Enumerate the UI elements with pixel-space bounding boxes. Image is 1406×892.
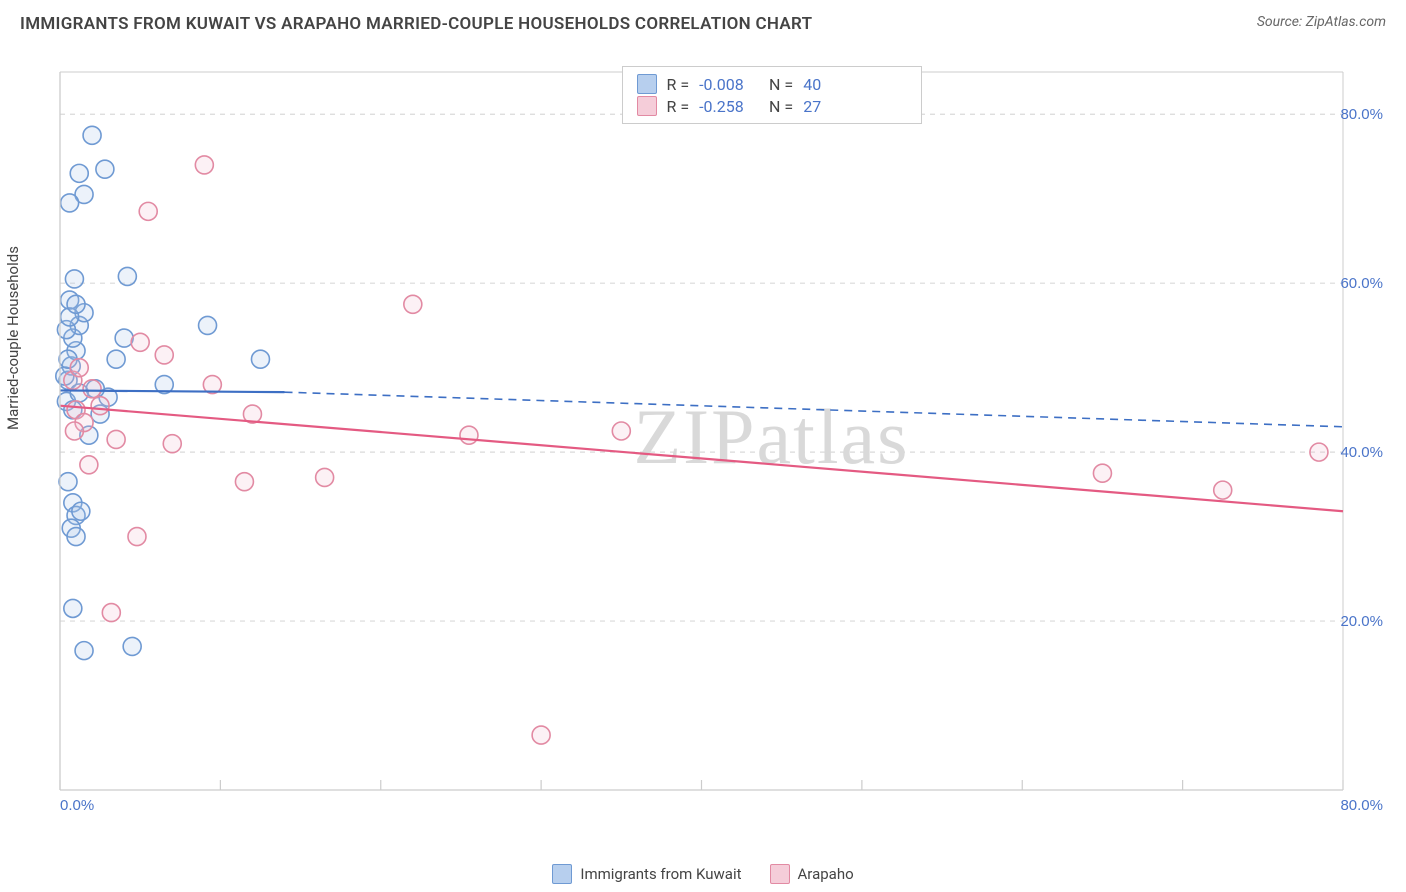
svg-text:0.0%: 0.0% (60, 797, 94, 810)
scatter-chart-svg: 20.0% 40.0% 60.0% 80.0% ZIPatlas 0.0% 80.0% R =… (48, 50, 1388, 810)
svg-text:80.0%: 80.0% (1340, 797, 1383, 810)
stat-n-value: 40 (803, 75, 855, 94)
bottom-legend: Immigrants from Kuwait Arapaho (0, 864, 1406, 884)
legend-swatch-icon (770, 864, 790, 884)
correlation-stats-box: R = -0.008 N = 40R = -0.258 N = 27 (622, 66, 922, 124)
stats-row: R = -0.258 N = 27 (637, 95, 907, 117)
stat-r-value: -0.008 (699, 75, 751, 94)
legend-item-kuwait: Immigrants from Kuwait (552, 864, 741, 884)
stat-n-value: 27 (803, 97, 855, 116)
source-value: ZipAtlas.com (1306, 14, 1386, 30)
plot-area: 20.0% 40.0% 60.0% 80.0% ZIPatlas 0.0% 80.0% R =… (48, 50, 1388, 810)
chart-title: IMMIGRANTS FROM KUWAIT VS ARAPAHO MARRIE… (20, 14, 812, 34)
stat-n-label: N = (761, 97, 793, 116)
svg-text:ZIPatlas: ZIPatlas (634, 393, 910, 480)
stats-row: R = -0.008 N = 40 (637, 73, 907, 95)
chart-header: IMMIGRANTS FROM KUWAIT VS ARAPAHO MARRIE… (0, 0, 1406, 42)
legend-swatch-icon (637, 74, 657, 94)
legend-swatch-icon (637, 96, 657, 116)
svg-text:20.0%: 20.0% (1340, 613, 1383, 630)
stat-r-label: R = (667, 75, 690, 94)
svg-text:40.0%: 40.0% (1340, 444, 1383, 461)
stat-n-label: N = (761, 75, 793, 94)
stat-r-value: -0.258 (699, 97, 751, 116)
y-axis-label: Married-couple Households (4, 246, 22, 430)
svg-text:60.0%: 60.0% (1340, 275, 1383, 292)
stat-r-label: R = (667, 97, 690, 116)
source-label: Source: (1257, 14, 1306, 30)
svg-text:80.0%: 80.0% (1340, 106, 1383, 123)
legend-label: Immigrants from Kuwait (580, 865, 741, 883)
legend-label: Arapaho (798, 865, 854, 883)
source-attribution: Source: ZipAtlas.com (1257, 14, 1386, 30)
legend-item-arapaho: Arapaho (770, 864, 854, 884)
legend-swatch-icon (552, 864, 572, 884)
